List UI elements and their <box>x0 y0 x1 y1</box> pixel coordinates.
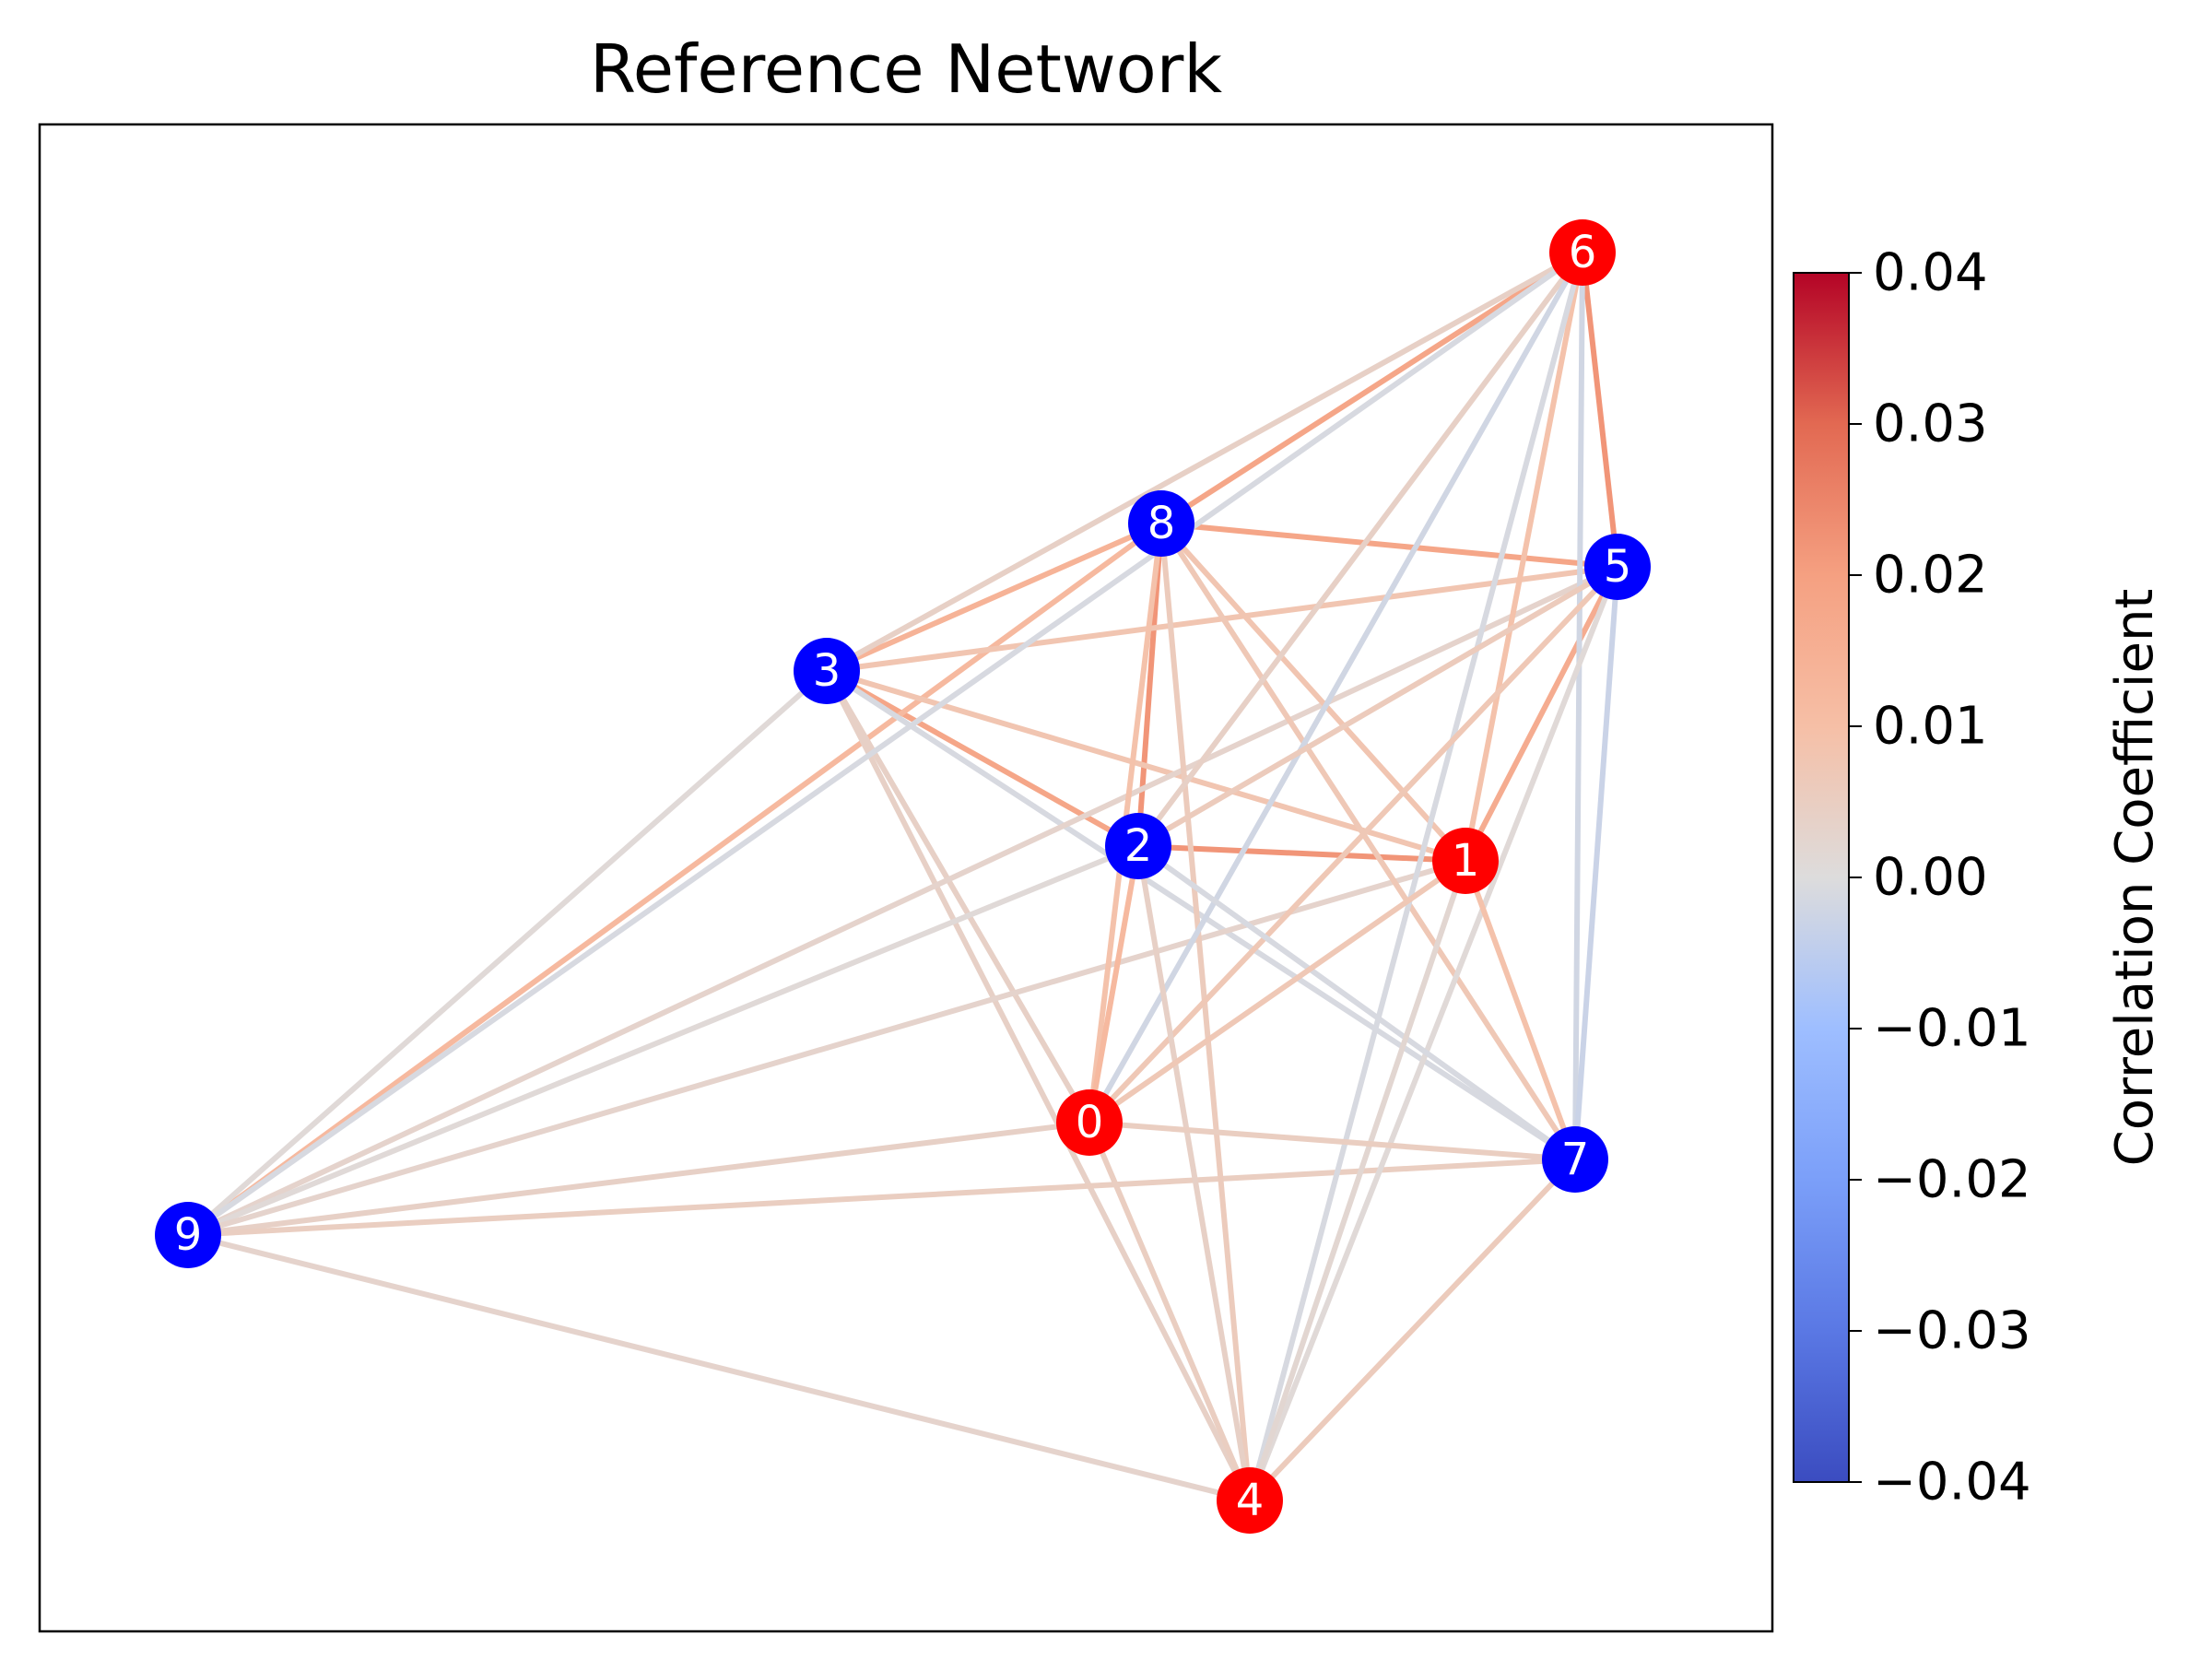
node-label-7: 7 <box>1561 1134 1590 1185</box>
colorbar-tick-label: 0.02 <box>1873 546 1988 606</box>
node-label-4: 4 <box>1236 1475 1265 1526</box>
node-2: 2 <box>1105 813 1171 879</box>
node-circle-7 <box>1542 1126 1608 1193</box>
edge-8-1 <box>1159 521 1468 864</box>
edge-3-8 <box>824 521 1164 674</box>
edge-2-0 <box>1087 843 1141 1125</box>
node-label-5: 5 <box>1604 541 1632 593</box>
nodes-layer: 0 1 2 3 4 5 6 7 8 9 <box>155 219 1651 1534</box>
colorbar-gradient <box>1793 272 1850 1483</box>
colorbar-tick-label: −0.03 <box>1873 1301 2031 1361</box>
node-1: 1 <box>1432 828 1499 894</box>
edge-8-5 <box>1159 521 1620 570</box>
colorbar-ticks: 0.04 0.03 0.02 0.01 0.00 −0.01 −0.02 −0.03 −0.04 <box>1849 243 2031 1512</box>
edge-1-7 <box>1463 858 1578 1162</box>
edge-9-0 <box>185 1120 1092 1238</box>
edge-8-6 <box>1159 250 1585 526</box>
edge-7-4 <box>1247 1157 1578 1503</box>
node-label-3: 3 <box>813 645 841 697</box>
node-circle-5 <box>1584 534 1651 600</box>
node-8: 8 <box>1128 490 1194 557</box>
edge-9-1 <box>185 858 1468 1238</box>
colorbar-tick-label: −0.01 <box>1873 999 2031 1059</box>
edge-9-2 <box>185 843 1141 1238</box>
node-4: 4 <box>1217 1467 1283 1534</box>
node-label-1: 1 <box>1452 835 1480 887</box>
edge-9-7 <box>185 1157 1578 1238</box>
edge-5-0 <box>1087 564 1620 1125</box>
colorbar-tick-label: 0.00 <box>1873 848 1988 908</box>
edge-5-1 <box>1463 564 1620 864</box>
colorbar-tick-label: 0.01 <box>1873 697 1988 757</box>
node-circle-0 <box>1056 1089 1123 1156</box>
colorbar-tick-label: −0.04 <box>1873 1453 2031 1512</box>
edge-6-7 <box>1572 250 1585 1162</box>
colorbar-tick-label: 0.03 <box>1873 394 1988 454</box>
node-6: 6 <box>1549 219 1616 286</box>
node-label-2: 2 <box>1124 820 1153 872</box>
edge-8-4 <box>1159 521 1253 1503</box>
node-label-9: 9 <box>174 1209 203 1261</box>
colorbar: 0.04 0.03 0.02 0.01 0.00 −0.01 −0.02 −0.03 −0.04… <box>1793 243 2165 1512</box>
edge-6-5 <box>1580 250 1620 570</box>
edge-3-6 <box>824 250 1585 674</box>
node-label-0: 0 <box>1076 1097 1104 1148</box>
node-label-8: 8 <box>1147 498 1176 549</box>
node-circle-8 <box>1128 490 1194 557</box>
edge-1-0 <box>1087 858 1468 1125</box>
node-circle-2 <box>1105 813 1171 879</box>
node-label-6: 6 <box>1569 227 1597 278</box>
edge-6-0 <box>1087 250 1585 1125</box>
edge-0-4 <box>1087 1120 1253 1503</box>
edge-6-4 <box>1247 250 1585 1503</box>
edge-9-8 <box>185 521 1164 1238</box>
node-3: 3 <box>794 638 860 704</box>
edge-6-1 <box>1463 250 1585 864</box>
node-9: 9 <box>155 1202 221 1268</box>
colorbar-label: Correlation Coefficient <box>2105 589 2165 1167</box>
edge-9-4 <box>185 1232 1253 1503</box>
edge-5-4 <box>1247 564 1620 1503</box>
edges-layer <box>185 250 1620 1503</box>
edge-2-7 <box>1135 843 1578 1162</box>
node-0: 0 <box>1056 1089 1123 1156</box>
edge-9-5 <box>185 564 1620 1238</box>
edge-8-7 <box>1159 521 1578 1162</box>
node-5: 5 <box>1584 534 1651 600</box>
node-circle-3 <box>794 638 860 704</box>
edge-0-7 <box>1087 1120 1578 1162</box>
chart-title: Reference Network <box>590 30 1222 108</box>
edge-9-6 <box>185 250 1585 1238</box>
edge-5-7 <box>1572 564 1620 1162</box>
edge-5-2 <box>1135 564 1620 849</box>
edge-2-4 <box>1135 843 1253 1503</box>
edge-1-4 <box>1247 858 1468 1503</box>
edge-3-7 <box>824 668 1578 1162</box>
node-circle-9 <box>155 1202 221 1268</box>
edge-3-4 <box>824 668 1253 1503</box>
edge-3-9 <box>185 668 830 1238</box>
colorbar-tick-label: −0.02 <box>1873 1150 2031 1210</box>
node-circle-4 <box>1217 1467 1283 1534</box>
node-7: 7 <box>1542 1126 1608 1193</box>
edge-3-0 <box>824 668 1092 1125</box>
colorbar-tick-label: 0.04 <box>1873 243 1988 303</box>
edge-6-2 <box>1135 250 1585 849</box>
node-circle-6 <box>1549 219 1616 286</box>
node-circle-1 <box>1432 828 1499 894</box>
